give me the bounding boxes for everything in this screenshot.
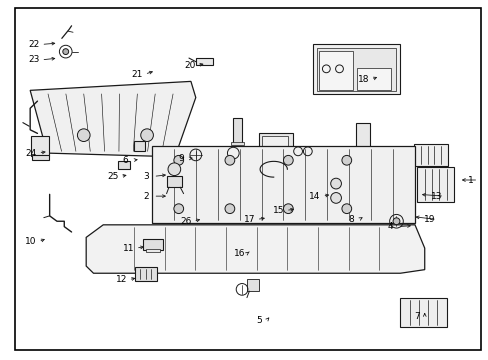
Polygon shape bbox=[30, 81, 195, 157]
Bar bbox=[231, 142, 244, 145]
Bar bbox=[355, 123, 369, 151]
Text: 18: 18 bbox=[357, 75, 369, 84]
Text: 10: 10 bbox=[25, 237, 37, 246]
Text: 23: 23 bbox=[28, 55, 40, 64]
Circle shape bbox=[62, 49, 68, 54]
Text: 21: 21 bbox=[131, 70, 142, 79]
Text: 16: 16 bbox=[233, 249, 245, 258]
Circle shape bbox=[174, 156, 183, 165]
Circle shape bbox=[224, 204, 234, 213]
Circle shape bbox=[77, 129, 90, 141]
Circle shape bbox=[330, 178, 341, 189]
Text: 13: 13 bbox=[430, 192, 442, 201]
Bar bbox=[246, 279, 259, 291]
Bar bbox=[312, 44, 400, 94]
Bar bbox=[413, 144, 447, 166]
Bar bbox=[32, 155, 49, 160]
Bar bbox=[261, 136, 288, 153]
Bar bbox=[233, 118, 242, 144]
Circle shape bbox=[141, 129, 153, 141]
Bar bbox=[118, 161, 130, 168]
Text: 17: 17 bbox=[243, 215, 255, 224]
Bar bbox=[166, 176, 182, 187]
Text: 20: 20 bbox=[184, 61, 195, 70]
Bar bbox=[195, 58, 212, 65]
Text: 5: 5 bbox=[256, 316, 262, 325]
Circle shape bbox=[283, 204, 293, 213]
Text: 15: 15 bbox=[272, 206, 284, 215]
Text: 7: 7 bbox=[414, 312, 420, 321]
Polygon shape bbox=[86, 225, 424, 273]
Text: 4: 4 bbox=[387, 222, 393, 231]
Text: 9: 9 bbox=[178, 154, 183, 163]
Circle shape bbox=[168, 163, 181, 176]
Bar bbox=[143, 239, 163, 250]
Text: 11: 11 bbox=[122, 244, 134, 253]
Circle shape bbox=[330, 193, 341, 203]
Text: 6: 6 bbox=[122, 156, 128, 165]
Circle shape bbox=[283, 156, 293, 165]
Text: 19: 19 bbox=[423, 215, 434, 224]
Text: 22: 22 bbox=[28, 40, 40, 49]
Bar bbox=[135, 267, 157, 281]
Text: 1: 1 bbox=[467, 176, 473, 185]
Text: 25: 25 bbox=[107, 172, 119, 181]
Text: 24: 24 bbox=[25, 149, 37, 158]
Bar bbox=[146, 249, 160, 252]
Text: 2: 2 bbox=[143, 192, 149, 201]
Bar bbox=[417, 167, 453, 202]
Bar bbox=[356, 68, 390, 90]
Circle shape bbox=[341, 204, 351, 213]
Text: 12: 12 bbox=[115, 275, 127, 284]
Text: 14: 14 bbox=[309, 192, 320, 201]
Bar bbox=[152, 146, 414, 223]
Bar bbox=[259, 134, 293, 155]
Circle shape bbox=[392, 218, 399, 225]
Circle shape bbox=[174, 204, 183, 213]
Bar bbox=[134, 141, 145, 151]
Bar bbox=[318, 51, 352, 90]
Bar bbox=[316, 48, 395, 91]
Text: 26: 26 bbox=[180, 217, 191, 226]
Circle shape bbox=[341, 156, 351, 165]
Bar bbox=[400, 298, 446, 327]
Bar bbox=[31, 136, 49, 156]
Text: 8: 8 bbox=[348, 215, 354, 224]
Text: 3: 3 bbox=[143, 172, 149, 181]
Circle shape bbox=[224, 156, 234, 165]
